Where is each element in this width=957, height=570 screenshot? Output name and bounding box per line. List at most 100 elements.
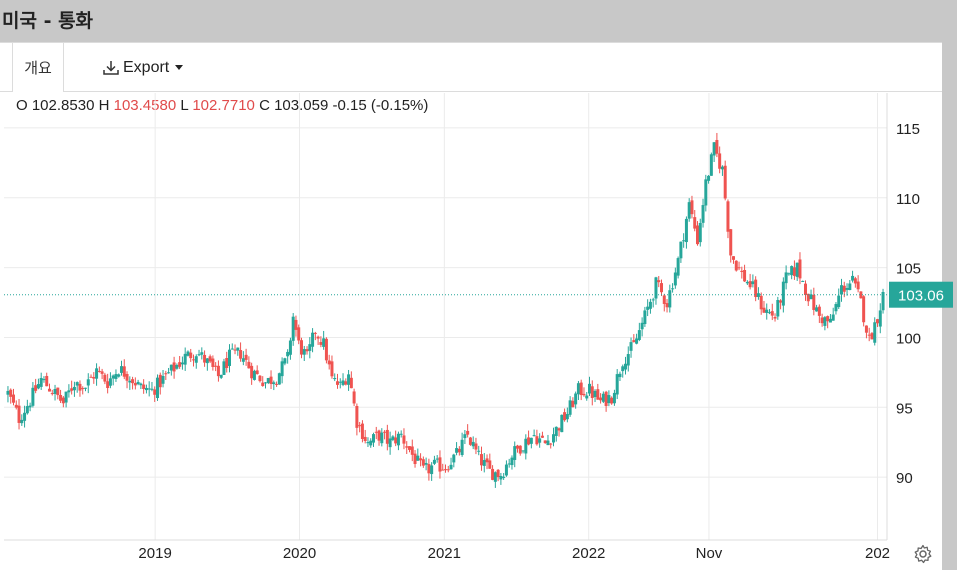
- candle-body: [568, 400, 572, 415]
- candle-body: [532, 435, 536, 437]
- candle-body: [67, 390, 71, 393]
- candle-body: [823, 317, 827, 326]
- candle-body: [790, 266, 794, 276]
- candle-body: [574, 393, 578, 405]
- candle-body: [873, 322, 877, 343]
- x-tick-label: 2022: [572, 545, 605, 562]
- candle-body: [172, 362, 176, 372]
- candle-body: [493, 472, 497, 482]
- candle-body: [485, 458, 489, 463]
- candle-body: [64, 391, 68, 403]
- candle-body: [427, 464, 431, 474]
- candle-body: [729, 229, 733, 256]
- candle-body: [657, 280, 661, 283]
- title-bar: 미국 - 통화: [0, 0, 957, 42]
- candle-body: [784, 272, 788, 284]
- candle-body: [876, 319, 880, 324]
- candle-body: [100, 371, 104, 374]
- candle-body: [6, 390, 10, 395]
- candle-body: [604, 391, 608, 407]
- ohlc-o-label: O: [16, 97, 28, 114]
- candle-body: [327, 360, 331, 365]
- candle-body: [482, 460, 486, 466]
- candle-body: [856, 281, 860, 290]
- candle-body: [588, 383, 592, 394]
- candle-body: [759, 295, 763, 310]
- candle-body: [565, 414, 569, 420]
- candle-body: [11, 394, 15, 403]
- candle-body: [322, 338, 326, 347]
- candle-body: [263, 382, 267, 384]
- candle-body: [383, 431, 387, 433]
- candle-body: [316, 336, 320, 339]
- candle-body: [219, 374, 223, 378]
- candle-body: [227, 349, 231, 366]
- candle-body: [701, 205, 705, 223]
- download-icon: [103, 61, 119, 75]
- ohlc-c-value: 103.059: [274, 97, 329, 114]
- candle-body: [704, 179, 708, 206]
- candle-body: [552, 434, 556, 443]
- candle-body: [560, 414, 564, 433]
- x-tick-label: 2019: [138, 545, 171, 562]
- candle-body: [388, 438, 392, 448]
- candle-body: [421, 459, 425, 466]
- tab-overview[interactable]: 개요: [12, 43, 64, 92]
- candle-body: [787, 273, 791, 275]
- candle-body: [158, 374, 162, 388]
- candle-body: [147, 388, 151, 390]
- candle-body: [70, 388, 74, 391]
- candle-body: [405, 446, 409, 448]
- candle-body: [241, 358, 245, 362]
- candle-body: [618, 373, 622, 378]
- candle-body: [715, 139, 719, 154]
- candle-body: [313, 332, 317, 334]
- candle-body: [178, 362, 182, 367]
- export-button[interactable]: Export: [102, 57, 184, 79]
- candle-body: [128, 380, 132, 383]
- candle-body: [444, 469, 447, 471]
- candle-body: [297, 327, 301, 341]
- candle-body: [599, 397, 603, 401]
- candle-body: [347, 374, 351, 385]
- candle-body: [590, 386, 594, 399]
- tab-bar: 개요 Export: [0, 43, 942, 92]
- candle-body: [341, 380, 345, 385]
- ohlc-l-label: L: [180, 97, 189, 114]
- candle-body: [36, 384, 40, 389]
- candle-body: [169, 364, 173, 371]
- x-tick-label: 2020: [283, 545, 316, 562]
- candle-body: [305, 349, 309, 352]
- candle-body: [496, 469, 500, 478]
- candle-body: [150, 388, 154, 390]
- candle-body: [513, 446, 517, 460]
- candle-body: [859, 291, 863, 299]
- candle-body: [45, 375, 49, 387]
- candle-body: [438, 457, 442, 472]
- candle-body: [477, 450, 481, 452]
- candle-body: [407, 446, 411, 450]
- candle-body: [299, 340, 303, 355]
- candle-body: [837, 295, 841, 308]
- candle-body: [283, 358, 287, 364]
- candle-body: [430, 465, 434, 475]
- candle-body: [809, 294, 813, 300]
- candle-body: [853, 278, 857, 284]
- candle-body: [815, 307, 819, 312]
- candle-body: [579, 382, 583, 396]
- candle-body: [197, 354, 201, 356]
- candle-body: [108, 378, 112, 386]
- candle-body: [834, 304, 838, 312]
- candle-body: [288, 340, 292, 355]
- candle-body: [712, 142, 716, 156]
- candle-body: [14, 404, 18, 408]
- gear-icon[interactable]: [913, 544, 933, 564]
- candle-body: [189, 352, 193, 359]
- candle-body: [468, 437, 472, 445]
- candle-body: [56, 387, 60, 396]
- candle-body: [626, 354, 630, 366]
- candle-body: [446, 469, 450, 471]
- candle-body: [294, 319, 298, 330]
- candle-body: [648, 301, 652, 309]
